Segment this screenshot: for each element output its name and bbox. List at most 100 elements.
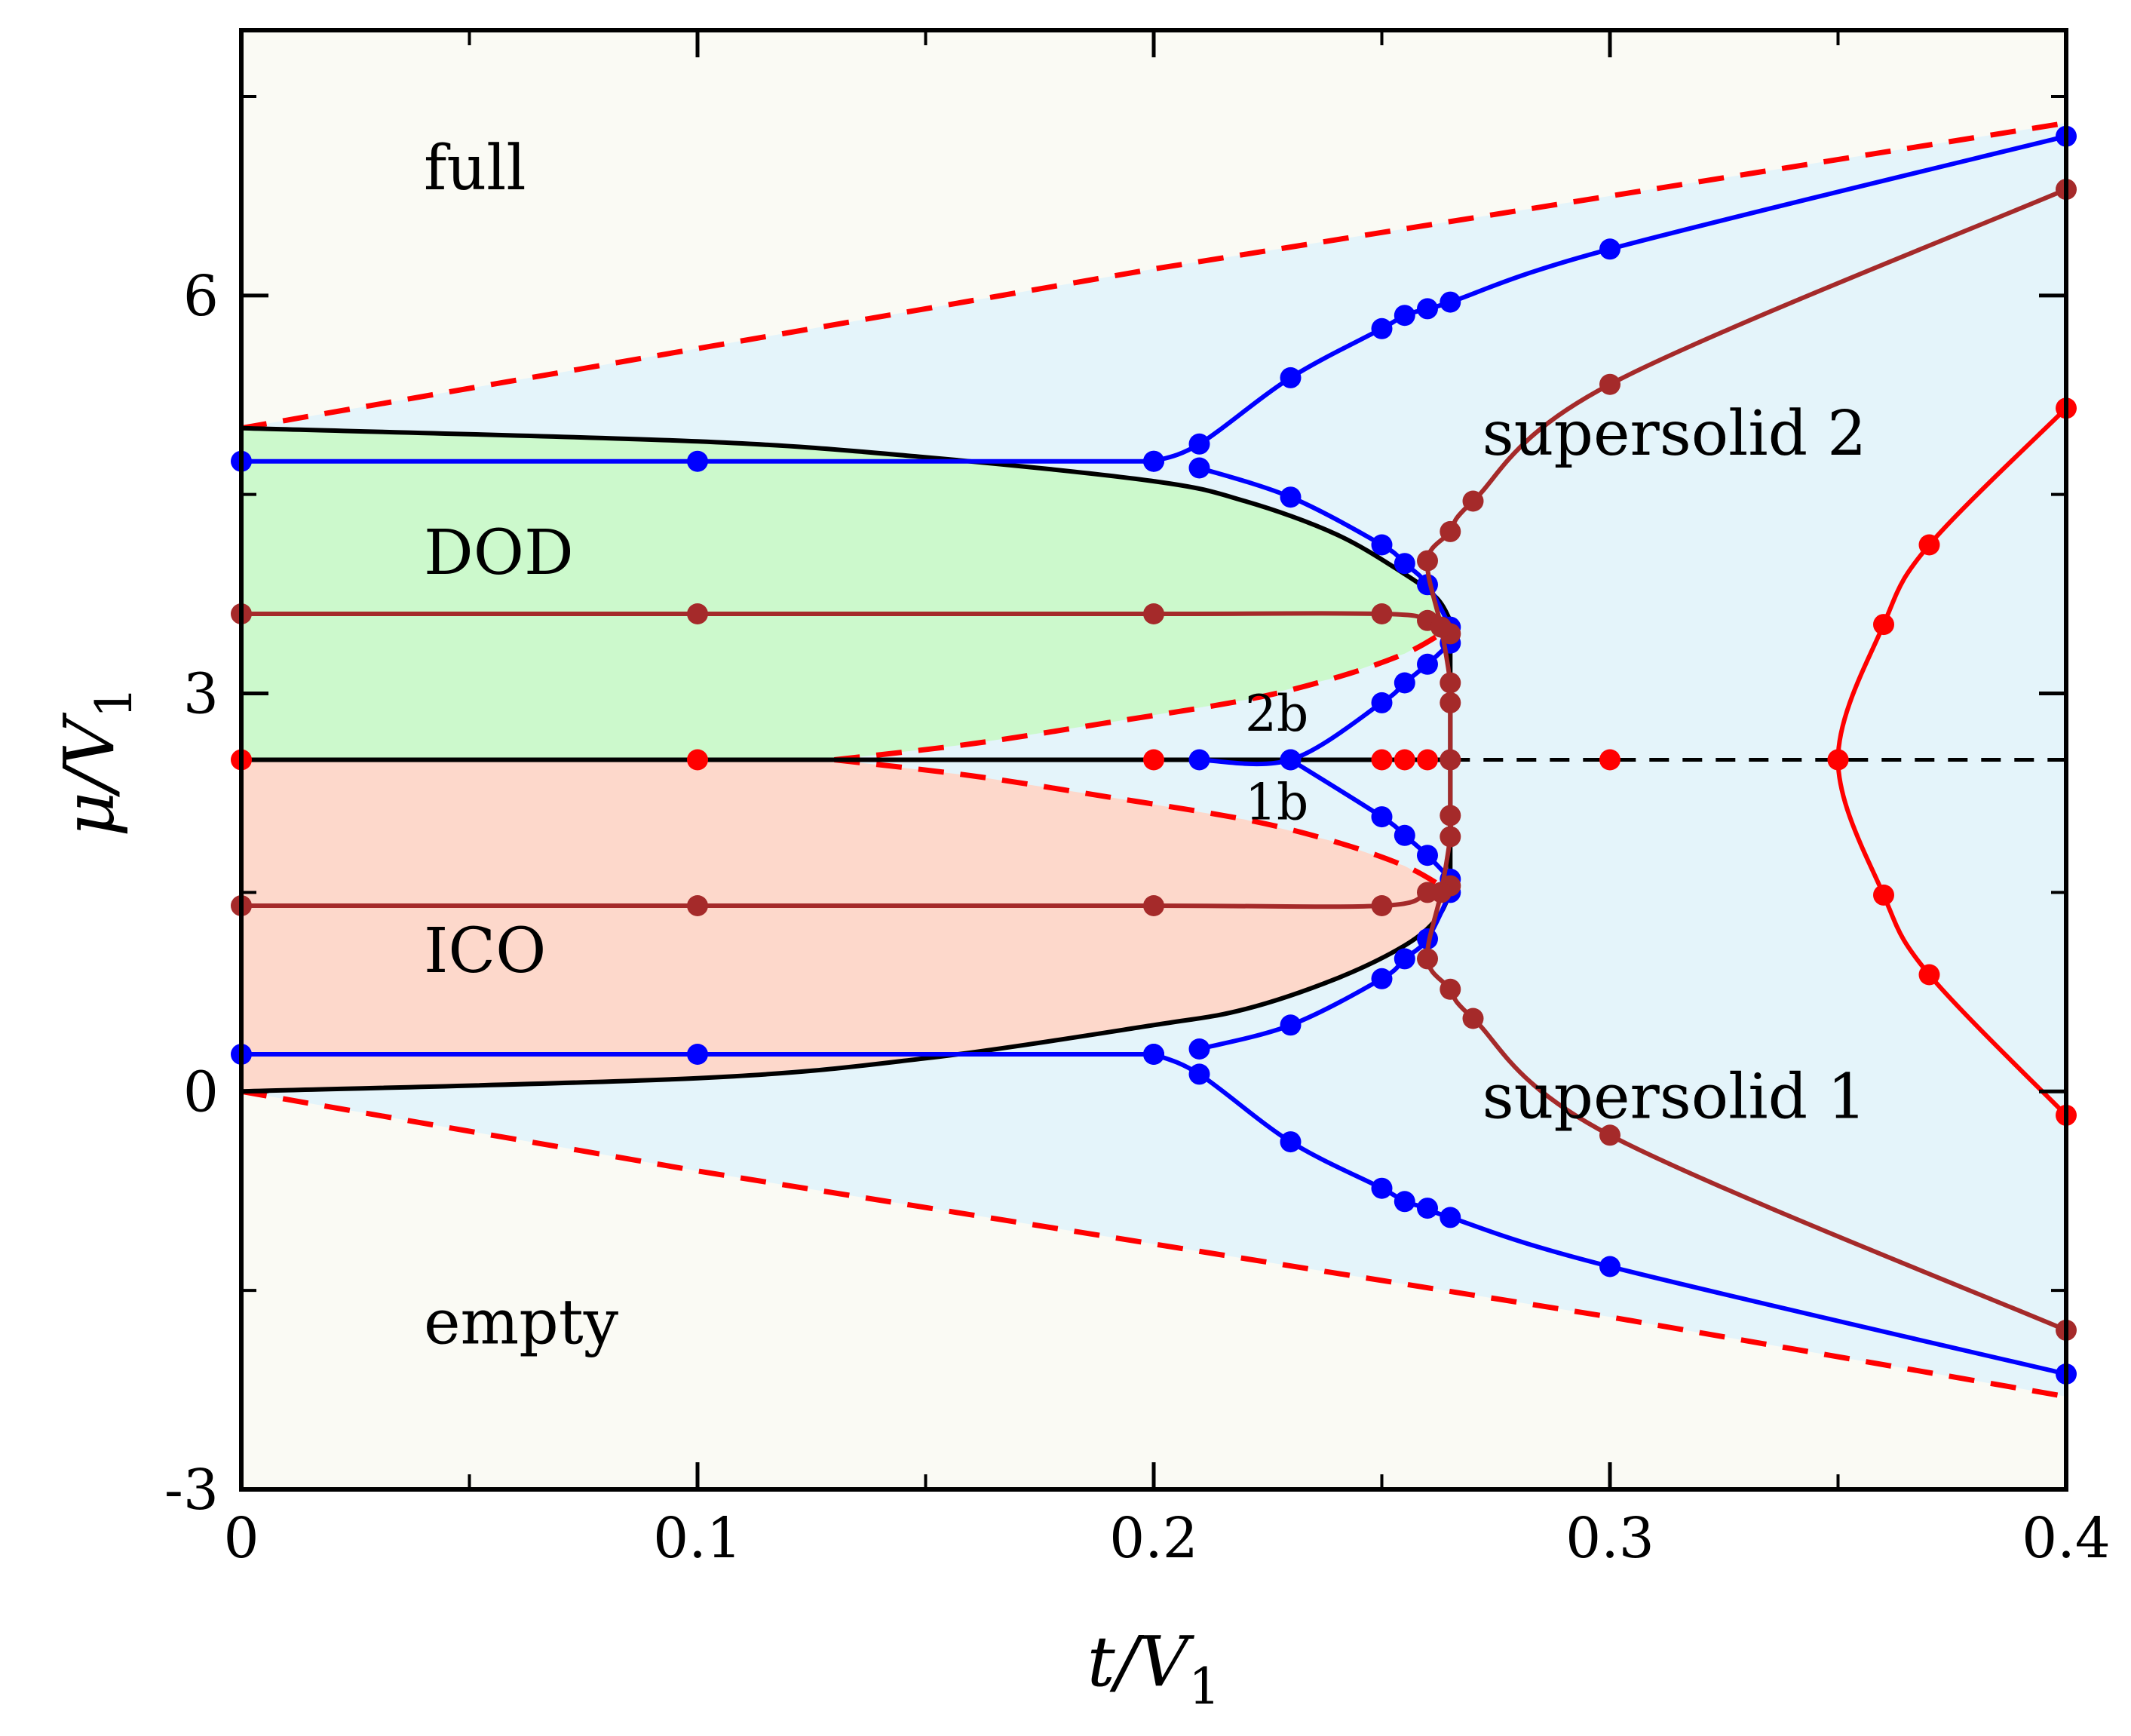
x-tick-label: 0.3 [1565, 1506, 1654, 1571]
data-point [1394, 553, 1415, 575]
data-point [1371, 895, 1393, 916]
data-point [1440, 978, 1461, 1000]
region-label-DOD: DOD [424, 517, 574, 589]
series-brown-lower-curve [1417, 749, 2077, 1341]
data-point [687, 603, 708, 624]
data-point [1440, 692, 1461, 713]
data-point [1873, 884, 1894, 906]
x-tick-label: 0.4 [2022, 1506, 2111, 1571]
x-tick-label: 0.1 [653, 1506, 742, 1571]
series-line [241, 611, 1452, 636]
boundary-superfluid-lower [241, 1088, 2067, 1400]
data-point [1371, 692, 1393, 713]
data-point [1143, 749, 1164, 771]
data-point [1417, 653, 1438, 675]
region-label-supersolid1: supersolid 1 [1483, 1061, 1867, 1133]
y-axis-title: μ/V1 [49, 686, 143, 836]
data-point [1599, 373, 1620, 395]
data-point [1827, 749, 1849, 771]
data-point [1371, 317, 1393, 339]
data-point [1280, 749, 1302, 771]
data-point [1280, 1014, 1302, 1036]
data-point [1394, 672, 1415, 694]
region-label-empty: empty [424, 1287, 619, 1359]
data-point [1371, 806, 1393, 828]
data-point [1873, 614, 1894, 636]
data-point [1394, 305, 1415, 327]
x-tick-label: 0.2 [1109, 1506, 1198, 1571]
data-point [1417, 1198, 1438, 1219]
data-point [1462, 1008, 1484, 1029]
data-point [1430, 616, 1452, 638]
region-label-ICO: ICO [424, 916, 546, 987]
region-labels: full empty DOD ICO supersolid 2 supersolid 1 2… [424, 133, 1866, 1358]
data-point [687, 749, 708, 771]
data-point [1371, 1177, 1393, 1199]
data-point [1599, 749, 1620, 771]
x-axis-title-sub: 1 [1188, 1658, 1220, 1716]
data-point [1188, 457, 1210, 479]
data-point [1599, 1256, 1620, 1277]
data-point [1417, 749, 1438, 771]
data-series [231, 125, 2077, 1385]
data-point [1371, 749, 1393, 771]
series-blue-upper-outer [1143, 125, 2077, 472]
data-point [687, 895, 708, 916]
series-line [241, 883, 1452, 909]
annotation-2b: 2b [1245, 685, 1308, 743]
data-point [1280, 367, 1302, 388]
data-point [1394, 1191, 1415, 1213]
data-point [1918, 964, 1940, 986]
data-point [1394, 749, 1415, 771]
data-point [1430, 882, 1452, 903]
data-point [1440, 805, 1461, 827]
data-point [687, 450, 708, 472]
data-point [1188, 749, 1210, 771]
y-tick-label: 6 [183, 264, 219, 329]
data-point [1143, 603, 1164, 624]
region-ico [241, 759, 1451, 1092]
data-point [1440, 520, 1461, 542]
x-tick-label: 0 [223, 1506, 259, 1571]
y-tick-label: 0 [183, 1060, 219, 1124]
data-point [1417, 845, 1438, 866]
data-point [1599, 238, 1620, 260]
data-point [1440, 672, 1461, 694]
data-point [1188, 1038, 1210, 1060]
data-point [1440, 749, 1461, 771]
y-tick-label: -3 [164, 1458, 219, 1523]
data-point [1417, 948, 1438, 970]
data-point [1394, 824, 1415, 846]
data-point [1394, 948, 1415, 970]
series-blue-1b [1280, 749, 1461, 890]
data-point [1143, 895, 1164, 916]
boundary-inner-lower [834, 757, 1443, 888]
region-dod [241, 428, 1451, 760]
data-point [1417, 298, 1438, 320]
x-axis-title: t/V1 [1087, 1621, 1220, 1716]
data-point [1143, 1044, 1164, 1065]
boundary-inner-upper [834, 631, 1443, 762]
boundary-superfluid-upper [241, 120, 2067, 431]
data-point [1280, 486, 1302, 508]
y-tick-label: 3 [183, 662, 219, 727]
data-point [1440, 1207, 1461, 1228]
data-point [1417, 550, 1438, 572]
region-label-full: full [424, 133, 526, 204]
data-point [687, 1044, 708, 1065]
data-point [1188, 433, 1210, 455]
data-point [1371, 603, 1393, 624]
data-point [1918, 534, 1940, 556]
y-axis-title-sub: 1 [85, 686, 143, 718]
data-point [1440, 826, 1461, 848]
region-label-supersolid2: supersolid 2 [1483, 398, 1867, 470]
data-point [1599, 1124, 1620, 1146]
boundary-solid-lower [241, 891, 1453, 1094]
plot-frame [239, 28, 2068, 1492]
data-point [1440, 291, 1461, 313]
data-point [1143, 450, 1164, 472]
data-point [1462, 490, 1484, 512]
data-point [1371, 534, 1393, 556]
